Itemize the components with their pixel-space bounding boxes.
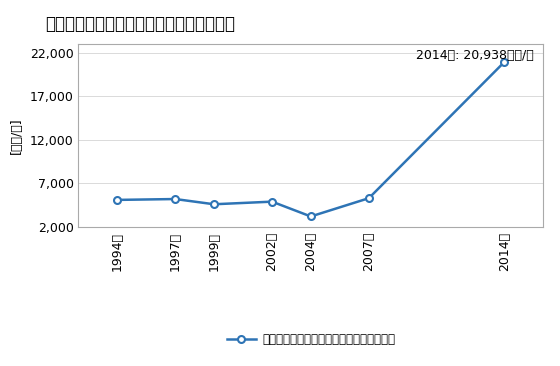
卒売業の従業者一人当たり年間商品販売額 [172, 197, 179, 201]
卒売業の従業者一人当たり年間商品販売額 [501, 60, 508, 64]
Text: 2014年: 20,938万円/人: 2014年: 20,938万円/人 [416, 49, 534, 63]
Legend: 卒売業の従業者一人当たり年間商品販売額: 卒売業の従業者一人当たり年間商品販売額 [222, 328, 400, 350]
卒売業の従業者一人当たり年間商品販売額 [366, 196, 372, 200]
卒売業の従業者一人当たり年間商品販売額 [307, 214, 314, 219]
Text: 卸売業の従業者一人当たり年間商品販売額: 卸売業の従業者一人当たり年間商品販売額 [45, 15, 235, 33]
Y-axis label: [万円/人]: [万円/人] [10, 117, 23, 154]
卒売業の従業者一人当たり年間商品販売額 [114, 198, 120, 202]
Line: 卒売業の従業者一人当たり年間商品販売額: 卒売業の従業者一人当たり年間商品販売額 [114, 59, 508, 220]
卒売業の従業者一人当たり年間商品販売額 [211, 202, 217, 206]
卒売業の従業者一人当たり年間商品販売額 [269, 199, 276, 204]
